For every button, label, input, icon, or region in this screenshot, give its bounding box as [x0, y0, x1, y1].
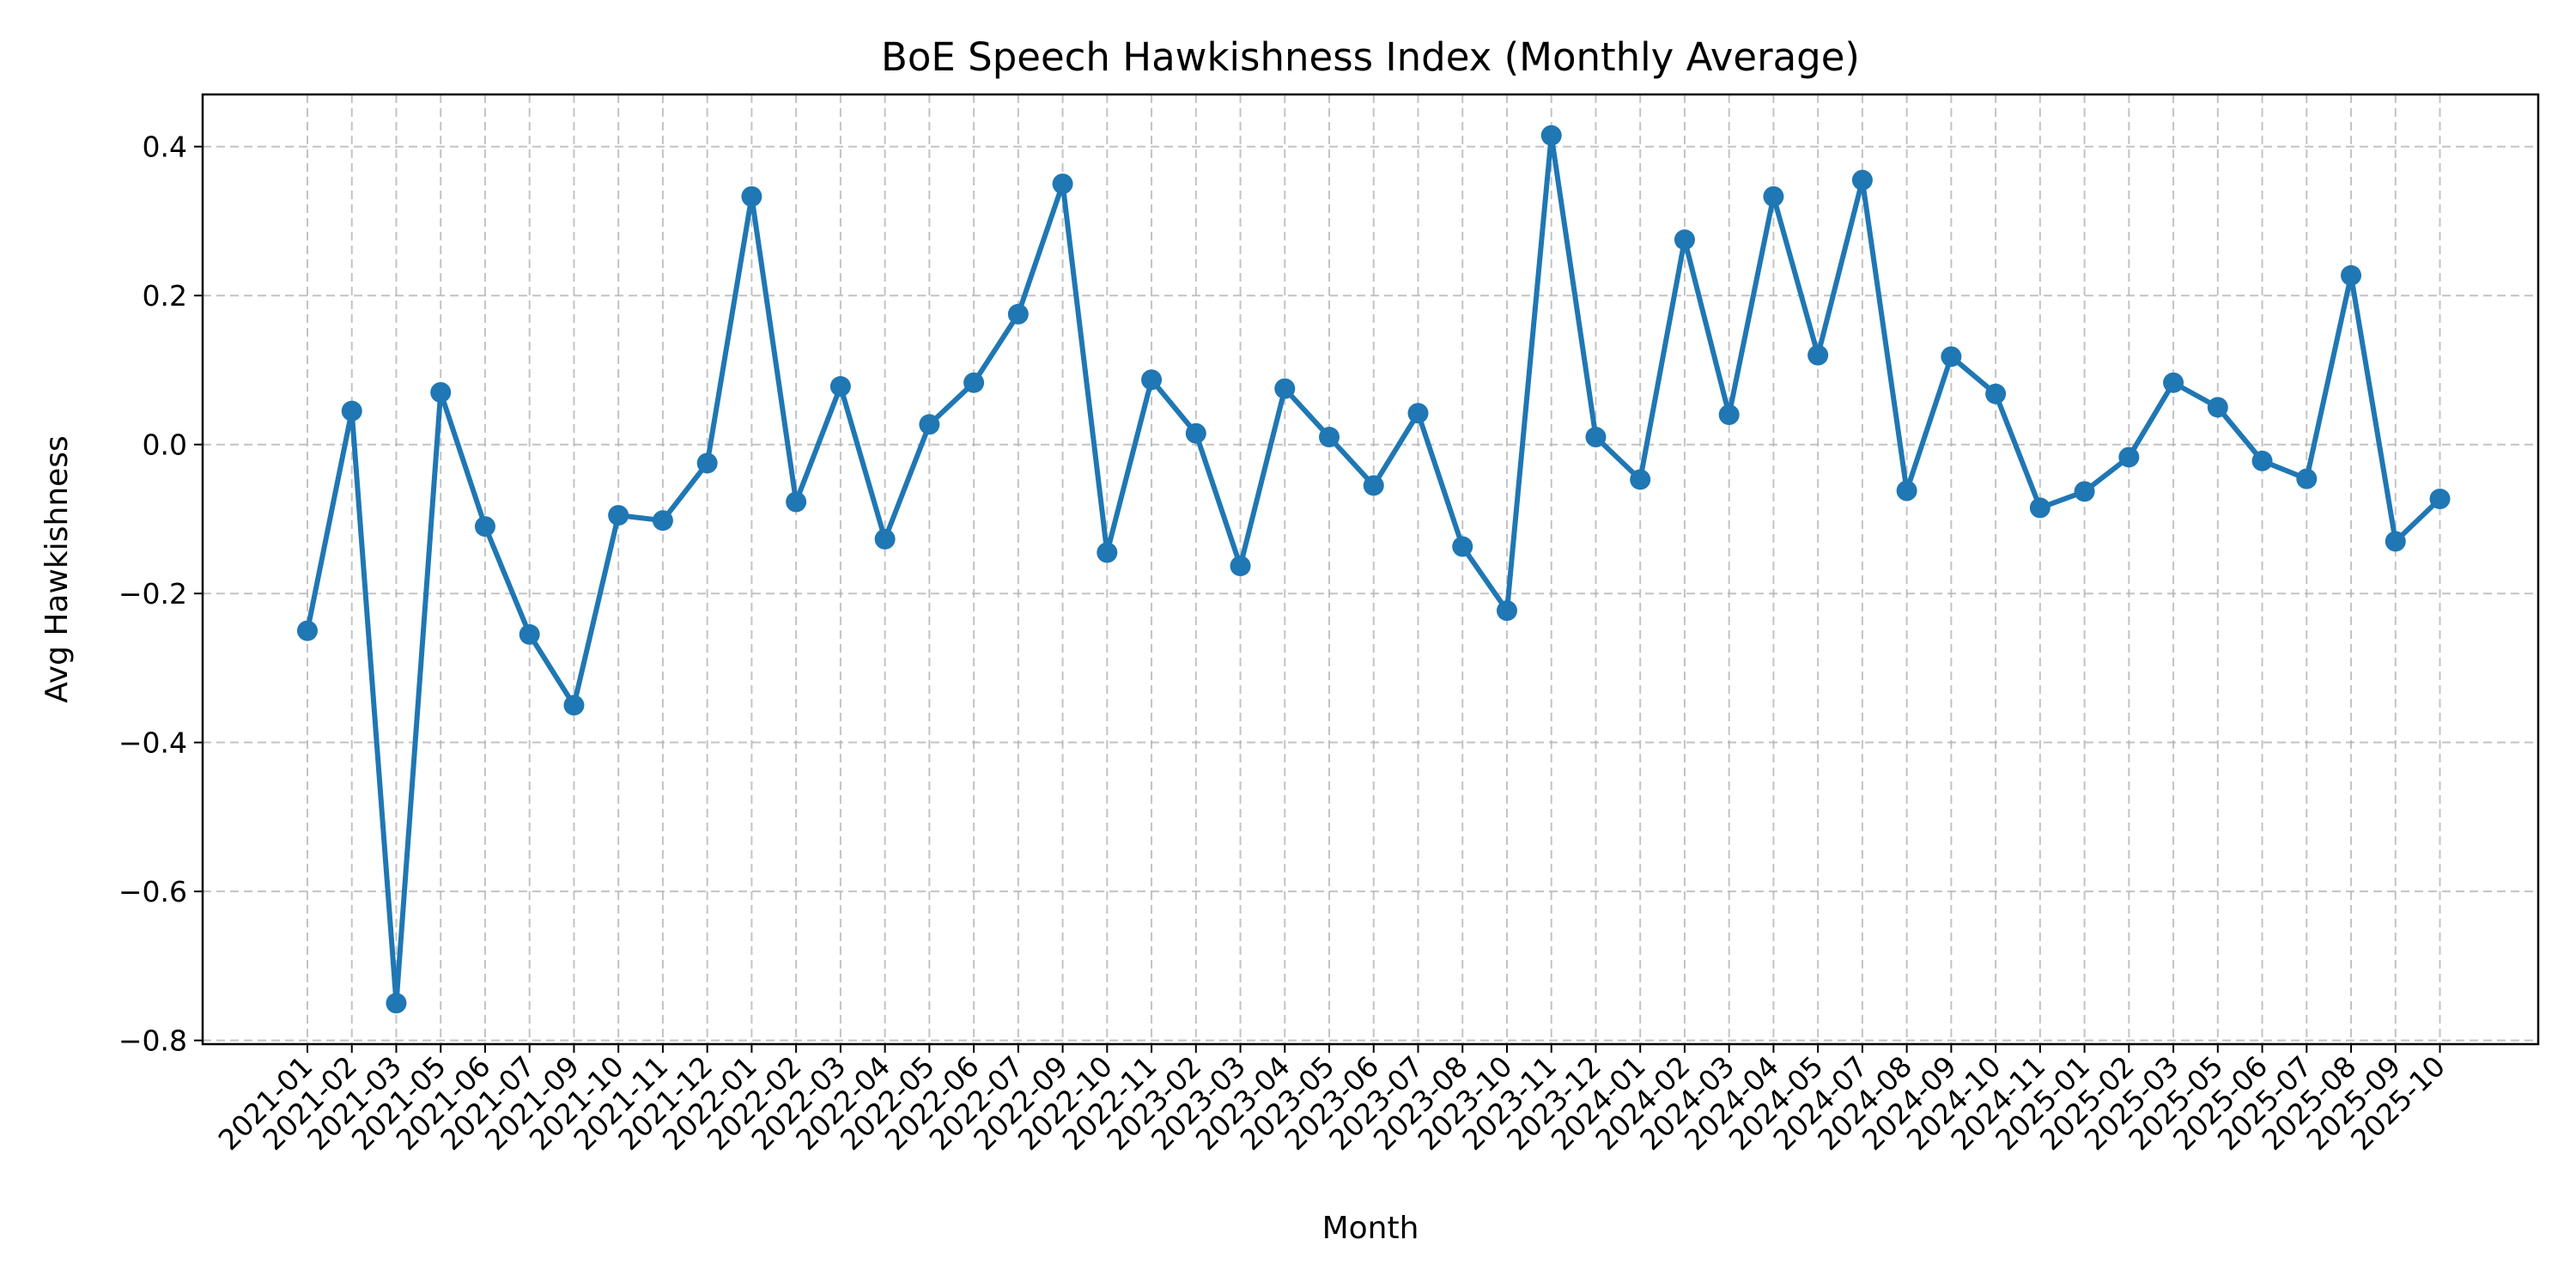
data-point	[741, 185, 762, 207]
plot-frame	[201, 93, 2540, 1046]
y-axis-label: Avg Hawkishness	[39, 435, 75, 703]
data-point	[1185, 422, 1206, 444]
data-point	[1585, 427, 1607, 448]
y-tick-label: −0.8	[118, 1024, 187, 1058]
data-point	[430, 381, 452, 403]
data-point	[608, 505, 629, 526]
data-point	[1496, 600, 1517, 622]
data-point	[1851, 169, 1873, 191]
data-point	[1452, 536, 1473, 557]
data-point	[1141, 369, 1163, 391]
y-tick-label: 0.2	[143, 279, 187, 313]
y-tick-label: −0.4	[118, 726, 187, 760]
data-point	[1630, 469, 1651, 490]
data-point	[1674, 229, 1695, 251]
data-point	[919, 414, 940, 435]
data-point	[2118, 447, 2140, 468]
data-point	[386, 993, 407, 1014]
data-point	[1540, 125, 1562, 146]
data-point	[2385, 531, 2406, 552]
data-point	[1985, 383, 2007, 404]
data-point	[341, 400, 362, 422]
chart-title: BoE Speech Hawkishness Index (Monthly Av…	[881, 34, 1860, 80]
data-point	[1718, 404, 1740, 426]
y-tick-label: 0.4	[143, 131, 187, 164]
data-point	[874, 528, 896, 550]
x-axis: 2021-012021-022021-032021-052021-062021-…	[212, 1044, 2451, 1157]
data-point	[1319, 427, 1340, 448]
data-point	[1097, 542, 1118, 563]
data-point	[1274, 378, 1296, 399]
data-point	[829, 376, 851, 398]
y-tick-label: −0.2	[118, 577, 187, 611]
y-tick-label: −0.6	[118, 875, 187, 908]
data-point	[1407, 403, 1429, 424]
data-point	[963, 372, 985, 393]
y-axis: 0.4 0.2 0.0 −0.2 −0.4 −0.6 −0.8	[118, 131, 203, 1058]
data-point	[2207, 397, 2228, 418]
data-point	[297, 620, 318, 641]
data-point	[1896, 480, 1917, 501]
data-point	[2341, 264, 2362, 286]
y-tick-label: 0.0	[143, 428, 187, 462]
data-point	[2251, 450, 2273, 471]
data-point	[1052, 173, 1073, 195]
data-point	[786, 491, 807, 513]
data-point	[563, 695, 585, 716]
data-point	[1230, 556, 1251, 577]
data-point	[652, 510, 673, 532]
data-point	[2029, 497, 2050, 519]
data-point	[1363, 475, 1384, 496]
data-point	[696, 453, 718, 474]
data-point	[519, 623, 540, 645]
series-layer	[297, 125, 2451, 1014]
data-point	[474, 516, 495, 538]
grid-layer	[203, 94, 2538, 1044]
data-point	[2074, 481, 2095, 502]
x-axis-label: Month	[1322, 1211, 1419, 1246]
data-point	[1941, 346, 1962, 368]
data-point	[2163, 372, 2184, 393]
data-point	[2296, 468, 2318, 489]
data-point	[2429, 489, 2451, 510]
data-point	[1807, 344, 1829, 366]
data-point	[1763, 185, 1784, 207]
data-point	[1007, 303, 1029, 325]
